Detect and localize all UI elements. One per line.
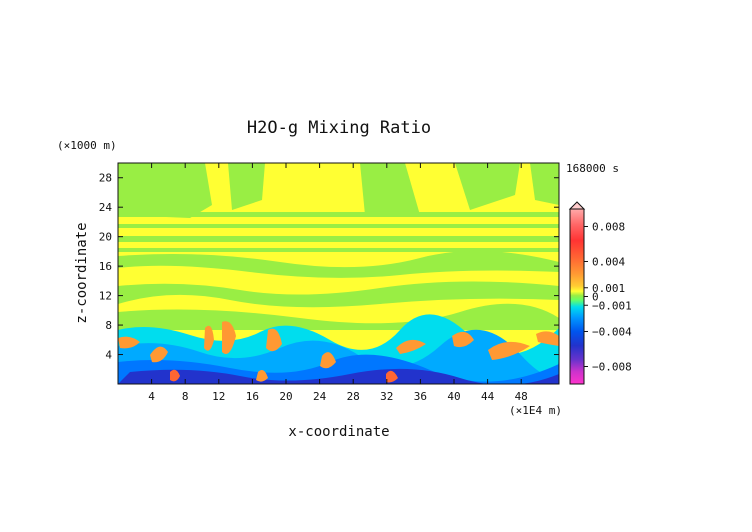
x-tick-label: 44 bbox=[481, 390, 495, 403]
y-unit-label: (×1000 m) bbox=[57, 139, 117, 152]
x-tick-label: 16 bbox=[246, 390, 259, 403]
x-tick-label: 32 bbox=[380, 390, 393, 403]
plot-frame bbox=[117, 162, 560, 385]
y-axis-title: z-coordinate bbox=[74, 222, 90, 323]
colorbar-tick-label: −0.008 bbox=[592, 361, 632, 374]
y-tick-label: 8 bbox=[105, 319, 112, 332]
time-label: 168000 s bbox=[566, 162, 619, 175]
x-tick-label: 8 bbox=[182, 390, 189, 403]
colorbar-tick-label: 0.008 bbox=[592, 221, 625, 234]
x-ticks: 4 8 12 16 20 24 28 32 36 40 44 48 bbox=[148, 163, 528, 403]
colorbar-tick-label: 0.001 bbox=[592, 282, 625, 295]
y-tick-label: 4 bbox=[105, 349, 112, 362]
y-tick-label: 24 bbox=[99, 201, 113, 214]
heatmap-field bbox=[118, 163, 559, 384]
x-tick-label: 24 bbox=[313, 390, 327, 403]
x-tick-label: 40 bbox=[447, 390, 460, 403]
y-tick-label: 28 bbox=[99, 172, 112, 185]
x-tick-label: 28 bbox=[347, 390, 360, 403]
y-ticks: 4 8 12 16 20 24 28 bbox=[99, 172, 559, 362]
x-tick-label: 4 bbox=[148, 390, 155, 403]
y-tick-label: 16 bbox=[99, 260, 112, 273]
y-tick-label: 20 bbox=[99, 231, 112, 244]
y-tick-label: 12 bbox=[99, 290, 112, 303]
colorbar-tick-label: −0.004 bbox=[592, 326, 632, 339]
x-tick-label: 20 bbox=[279, 390, 292, 403]
colorbar-tick-label: −0.001 bbox=[592, 299, 632, 312]
x-tick-label: 48 bbox=[515, 390, 528, 403]
x-tick-label: 12 bbox=[212, 390, 225, 403]
chart-title: H2O-g Mixing Ratio bbox=[247, 118, 431, 138]
x-axis-title: x-coordinate bbox=[288, 424, 389, 440]
colorbar-gradient bbox=[569, 208, 585, 385]
x-unit-label: (×1E4 m) bbox=[509, 404, 562, 417]
x-tick-label: 36 bbox=[414, 390, 427, 403]
colorbar-extend-arrow bbox=[568, 201, 586, 210]
colorbar-tick-label: 0 bbox=[592, 291, 599, 304]
colorbar-tick-label: 0.004 bbox=[592, 256, 625, 269]
